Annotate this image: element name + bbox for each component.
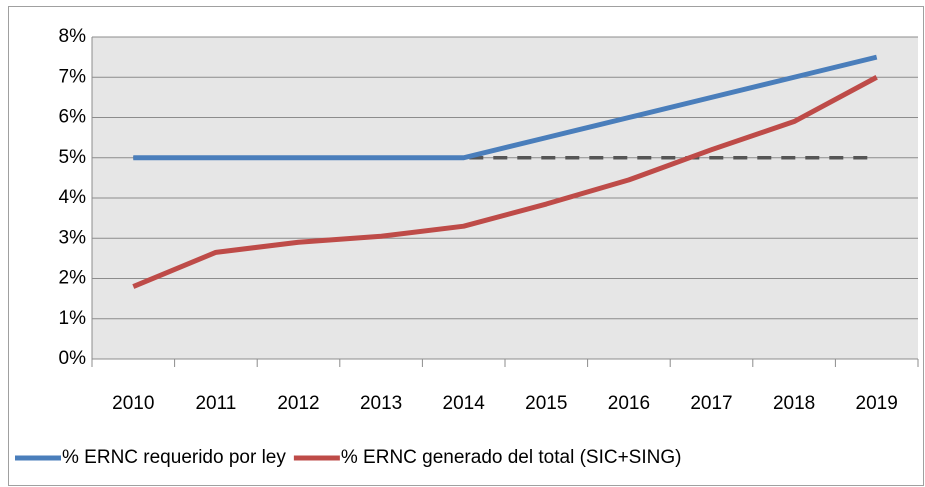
x-tick-label: 2019	[856, 393, 898, 414]
x-tick-label: 2018	[773, 393, 815, 414]
legend-label: % ERNC generado del total (SIC+SING)	[341, 447, 682, 468]
y-tick-label: 7%	[59, 66, 87, 87]
x-tick-label: 2013	[360, 393, 402, 414]
y-tick-label: 6%	[59, 107, 87, 128]
x-tick-label: 2011	[195, 393, 236, 414]
x-tick-label: 2017	[690, 393, 732, 414]
x-tick-label: 2012	[277, 393, 319, 414]
y-tick-label: 0%	[59, 348, 87, 369]
x-tick-label: 2016	[608, 393, 650, 414]
y-tick-label: 4%	[59, 187, 87, 208]
y-tick-label: 1%	[59, 308, 87, 329]
x-tick-label: 2010	[112, 393, 154, 414]
x-tick-label: 2015	[525, 393, 567, 414]
y-tick-label: 8%	[59, 26, 87, 47]
y-tick-label: 3%	[59, 227, 87, 248]
legend-label: % ERNC requerido por ley	[62, 447, 286, 468]
series-line	[133, 54, 878, 161]
series-line	[132, 75, 878, 289]
y-tick-label: 5%	[59, 147, 87, 168]
y-tick-label: 2%	[59, 268, 87, 289]
x-tick-label: 2014	[443, 393, 486, 414]
